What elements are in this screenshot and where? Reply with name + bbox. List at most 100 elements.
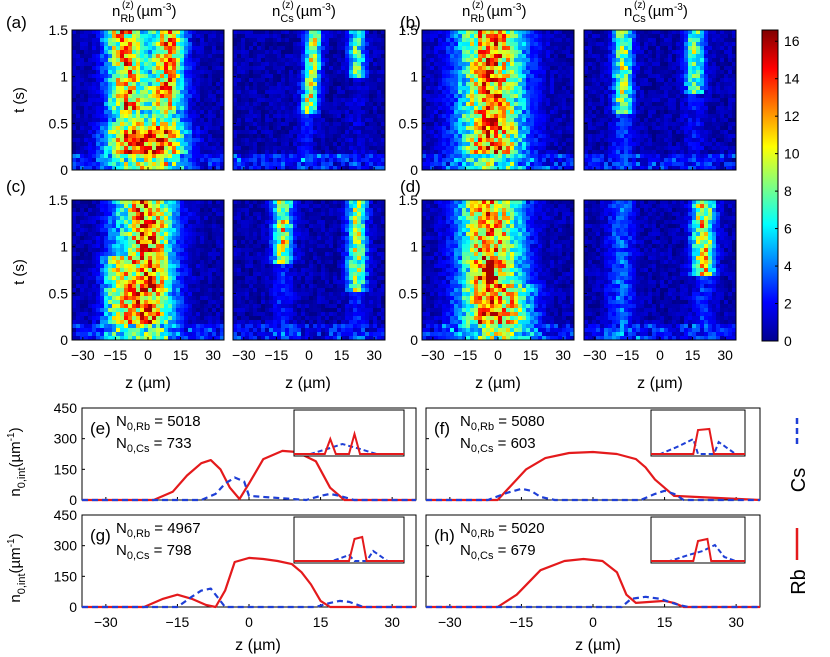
- heatmap-cell: [309, 94, 313, 98]
- heatmap-cell: [494, 158, 498, 162]
- heatmap-cell: [518, 146, 522, 150]
- heatmap-cell: [664, 42, 668, 46]
- heatmap-cell: [498, 138, 502, 142]
- heatmap-cell: [498, 106, 502, 110]
- heatmap-cell: [624, 82, 628, 86]
- heatmap-cell: [704, 62, 708, 66]
- heatmap-cell: [518, 62, 522, 66]
- heatmap-cell: [208, 142, 212, 146]
- heatmap-cell: [454, 134, 458, 138]
- heatmap-cell: [514, 154, 518, 158]
- heatmap-cell: [84, 122, 88, 126]
- heatmap-cell: [257, 94, 261, 98]
- heatmap-cell: [720, 66, 724, 70]
- heatmap-cell: [490, 50, 494, 54]
- heatmap-cell: [281, 130, 285, 134]
- heatmap-cell: [494, 74, 498, 78]
- heatmap-cell: [628, 106, 632, 110]
- heatmap-cell: [313, 58, 317, 62]
- heatmap-cell: [357, 70, 361, 74]
- heatmap-cell: [333, 118, 337, 122]
- heatmap-cell: [96, 154, 100, 158]
- heatmap-cell: [454, 162, 458, 166]
- heatmap-cell: [369, 50, 373, 54]
- heatmap-cell: [377, 70, 381, 74]
- heatmap-cell: [616, 98, 620, 102]
- heatmap-cell: [474, 54, 478, 58]
- heatmap-cell: [192, 162, 196, 166]
- heatmap-cell: [458, 166, 462, 170]
- heatmap-cell: [176, 42, 180, 46]
- heatmap-cell: [237, 122, 241, 126]
- heatmap-cell: [546, 82, 550, 86]
- heatmap-cell: [76, 62, 80, 66]
- heatmap-cell: [241, 82, 245, 86]
- heatmap-cell: [313, 54, 317, 58]
- heatmap-cell: [538, 78, 542, 82]
- heatmap-cell: [712, 70, 716, 74]
- heatmap-cell: [136, 54, 140, 58]
- heatmap-cell: [538, 162, 542, 166]
- heatmap-cell: [281, 86, 285, 90]
- heatmap-cell: [369, 162, 373, 166]
- heatmap-cell: [329, 90, 333, 94]
- heatmap-cell: [192, 34, 196, 38]
- heatmap-cell: [317, 142, 321, 146]
- heatmap-cell: [616, 58, 620, 62]
- heatmap-cell: [204, 74, 208, 78]
- heatmap-cell: [506, 102, 510, 106]
- heatmap-cell: [233, 50, 237, 54]
- heatmap-cell: [84, 82, 88, 86]
- heatmap-cell: [546, 98, 550, 102]
- heatmap-cell: [257, 142, 261, 146]
- heatmap-cell: [534, 86, 538, 90]
- heatmap-cell: [712, 50, 716, 54]
- heatmap-cell: [124, 122, 128, 126]
- heatmap-cell: [554, 98, 558, 102]
- heatmap-cell: [640, 114, 644, 118]
- heatmap-cell: [676, 42, 680, 46]
- heatmap-cell: [341, 142, 345, 146]
- heatmap-cell: [518, 150, 522, 154]
- heatmap-cell: [466, 154, 470, 158]
- heatmap-cell: [180, 106, 184, 110]
- heatmap-cell: [317, 166, 321, 170]
- heatmap-cell: [216, 158, 220, 162]
- heatmap-cell: [534, 162, 538, 166]
- heatmap-cell: [237, 150, 241, 154]
- heatmap-cell: [668, 30, 672, 34]
- heatmap-cell: [128, 134, 132, 138]
- heatmap-cell: [152, 122, 156, 126]
- heatmap-cell: [204, 94, 208, 98]
- heatmap-cell: [293, 126, 297, 130]
- heatmap-cell: [482, 54, 486, 58]
- heatmap-cell: [321, 42, 325, 46]
- heatmap-cell: [140, 46, 144, 50]
- heatmap-cell: [353, 142, 357, 146]
- heatmap-cell: [188, 154, 192, 158]
- heatmap-cell: [100, 114, 104, 118]
- heatmap-cell: [446, 146, 450, 150]
- heatmap-ytick-label: 1: [410, 69, 418, 85]
- heatmap-cell: [506, 34, 510, 38]
- heatmap-cell: [478, 102, 482, 106]
- heatmap-cell: [76, 126, 80, 130]
- heatmap-cell: [478, 94, 482, 98]
- heatmap-cell: [313, 74, 317, 78]
- heatmap-cell: [265, 122, 269, 126]
- heatmap-cell: [474, 66, 478, 70]
- heatmap-cell: [257, 90, 261, 94]
- heatmap-cell: [644, 122, 648, 126]
- heatmap-cell: [724, 110, 728, 114]
- heatmap-cell: [514, 30, 518, 34]
- heatmap-cell: [132, 62, 136, 66]
- heatmap-cell: [172, 130, 176, 134]
- heatmap-cell: [588, 94, 592, 98]
- heatmap-cell: [220, 30, 224, 34]
- heatmap-cell: [562, 30, 566, 34]
- heatmap-cell: [176, 34, 180, 38]
- heatmap-cell: [680, 74, 684, 78]
- heatmap-cell: [696, 114, 700, 118]
- heatmap-cell: [261, 62, 265, 66]
- heatmap-cell: [337, 86, 341, 90]
